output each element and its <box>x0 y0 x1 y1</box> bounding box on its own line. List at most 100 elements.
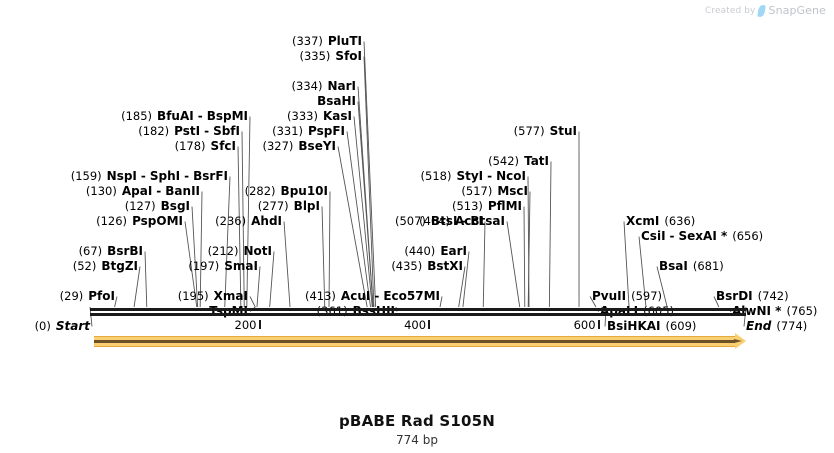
enzyme-name[interactable]: XmaI <box>213 289 248 303</box>
enzyme-site-label[interactable]: (197) SmaI <box>188 260 258 273</box>
enzyme-name[interactable]: BtsaI <box>470 214 505 228</box>
enzyme-site-label[interactable]: (517) MscI <box>461 185 528 198</box>
enzyme-site-label[interactable]: (331) PspFI <box>272 125 345 138</box>
enzyme-site-label[interactable]: (327) BseYI <box>262 140 336 153</box>
enzyme-name[interactable]: BsaHI <box>317 94 356 108</box>
enzyme-site-label[interactable]: (212) NotI <box>208 245 272 258</box>
enzyme-name[interactable]: BsrFI <box>193 169 228 183</box>
enzyme-site-label[interactable]: (277) BlpI <box>258 200 320 213</box>
enzyme-name[interactable]: Bpu10I <box>280 184 328 198</box>
enzyme-separator: - <box>669 229 675 243</box>
enzyme-name[interactable]: BtsI <box>430 214 458 228</box>
enzyme-site-label[interactable]: (236) AhdI <box>215 215 282 228</box>
site-position: (130) <box>85 184 117 198</box>
enzyme-name[interactable]: SmaI <box>224 259 258 273</box>
enzyme-site-label[interactable]: (52) BtgZI <box>73 260 138 273</box>
enzyme-name[interactable]: NarI <box>327 79 356 93</box>
enzyme-name[interactable]: NspI <box>106 169 137 183</box>
enzyme-site-label[interactable]: (126) PspOMI <box>96 215 183 228</box>
enzyme-site-label[interactable]: CsiI - SexAI * (656) <box>641 230 763 243</box>
enzyme-site-label[interactable]: BsaHI <box>317 95 356 108</box>
enzyme-name[interactable]: EarI <box>440 244 467 258</box>
enzyme-name[interactable]: BstXI <box>427 259 463 273</box>
site-leader-line <box>462 251 470 308</box>
enzyme-site-label[interactable]: (130) ApaI - BanII <box>86 185 200 198</box>
enzyme-name[interactable]: BtgZI <box>101 259 138 273</box>
enzyme-site-label[interactable]: End (774) <box>746 320 807 333</box>
enzyme-name[interactable]: SexAI <box>678 229 717 243</box>
enzyme-name[interactable]: PspFI <box>308 124 345 138</box>
enzyme-name[interactable]: BsrBI <box>107 244 143 258</box>
enzyme-name[interactable]: StuI <box>549 124 577 138</box>
enzyme-site-label[interactable]: (185) BfuAI - BspMI <box>121 110 248 123</box>
enzyme-site-label[interactable]: (29) PfoI <box>60 290 115 303</box>
enzyme-name[interactable]: SfoI <box>335 49 362 63</box>
site-leader-line <box>246 116 251 308</box>
enzyme-site-label[interactable]: (182) PstI - SbfI <box>138 125 240 138</box>
enzyme-name[interactable]: SphI <box>149 169 181 183</box>
enzyme-name[interactable]: TatI <box>524 154 549 168</box>
enzyme-name[interactable]: ApaI <box>121 184 153 198</box>
enzyme-name[interactable]: MscI <box>497 184 528 198</box>
enzyme-site-label[interactable]: (413) AcuI - Eco57MI <box>305 290 440 303</box>
enzyme-name[interactable]: PstI <box>174 124 201 138</box>
enzyme-site-label[interactable]: (67) BsrBI <box>79 245 143 258</box>
enzyme-name[interactable]: PvuII <box>592 289 627 303</box>
enzyme-name[interactable]: AcuI <box>340 289 371 303</box>
enzyme-site-label[interactable]: (178) SfcI <box>175 140 236 153</box>
enzyme-name[interactable]: Eco57MI <box>383 289 440 303</box>
enzyme-name[interactable]: PflMI <box>487 199 522 213</box>
enzyme-name[interactable]: BspMI <box>206 109 248 123</box>
enzyme-site-label[interactable]: (440) EarI <box>404 245 467 258</box>
enzyme-name[interactable]: XcmI <box>626 214 660 228</box>
enzyme-name[interactable]: SbfI <box>213 124 240 138</box>
enzyme-name[interactable]: BlpI <box>293 199 320 213</box>
enzyme-site-label[interactable]: (577) StuI <box>514 125 577 138</box>
enzyme-name[interactable]: BsiHKAI <box>607 319 661 333</box>
enzyme-site-label[interactable]: BsrDI (742) <box>716 290 789 303</box>
enzyme-site-label[interactable]: (282) Bpu10I <box>245 185 328 198</box>
enzyme-site-label[interactable]: (333) KasI <box>287 110 352 123</box>
enzyme-name[interactable]: AhdI <box>251 214 282 228</box>
enzyme-name[interactable]: NcoI <box>496 169 526 183</box>
enzyme-site-label[interactable]: (127) BsgI <box>125 200 190 213</box>
enzyme-name[interactable]: PluTI <box>327 34 362 48</box>
enzyme-name[interactable]: KasI <box>322 109 352 123</box>
enzyme-name[interactable]: CsiI <box>641 229 666 243</box>
enzyme-site-label[interactable]: BsaI (681) <box>659 260 724 273</box>
orf-arrowhead-core <box>733 339 742 343</box>
site-position: (464) <box>419 214 451 228</box>
enzyme-site-label[interactable]: XcmI (636) <box>626 215 695 228</box>
enzyme-name[interactable]: StyI <box>456 169 484 183</box>
map-title-block: pBABE Rad S105N 774 bp <box>0 412 834 447</box>
enzyme-site-label[interactable]: (507) BtsI - BtsaI <box>395 215 505 228</box>
enzyme-site-label[interactable]: (0) Start <box>35 320 90 333</box>
enzyme-site-label[interactable]: BsiHKAI (609) <box>607 320 696 333</box>
site-leader-line <box>283 221 291 308</box>
enzyme-site-label[interactable]: (464) AccI <box>419 215 483 228</box>
enzyme-site-label[interactable]: (518) StyI - NcoI <box>421 170 526 183</box>
site-position: (195) <box>177 289 209 303</box>
orf-arrow[interactable] <box>94 333 746 349</box>
enzyme-site-label[interactable]: (435) BstXI <box>391 260 463 273</box>
enzyme-site-label[interactable]: (513) PflMI <box>452 200 522 213</box>
enzyme-site-label[interactable]: PvuII (597) <box>592 290 662 303</box>
site-leader-line <box>363 41 377 308</box>
enzyme-site-label[interactable]: (337) PluTI <box>292 35 362 48</box>
enzyme-site-label[interactable]: (334) NarI <box>292 80 356 93</box>
enzyme-name[interactable]: PfoI <box>88 289 115 303</box>
enzyme-name[interactable]: BsgI <box>160 199 190 213</box>
enzyme-name[interactable]: SfcI <box>210 139 236 153</box>
enzyme-name[interactable]: PspOMI <box>132 214 183 228</box>
enzyme-name[interactable]: BfuAI <box>157 109 194 123</box>
enzyme-name[interactable]: AccI <box>455 214 483 228</box>
enzyme-name[interactable]: BsrDI <box>716 289 753 303</box>
enzyme-site-label[interactable]: (159) NspI - SphI - BsrFI <box>71 170 228 183</box>
enzyme-name[interactable]: BseYI <box>298 139 336 153</box>
enzyme-name[interactable]: BanII <box>165 184 200 198</box>
enzyme-site-label[interactable]: (195) XmaI <box>178 290 248 303</box>
enzyme-name[interactable]: NotI <box>243 244 273 258</box>
enzyme-name[interactable]: BsaI <box>659 259 688 273</box>
enzyme-site-label[interactable]: (542) TatI <box>488 155 549 168</box>
enzyme-site-label[interactable]: (335) SfoI <box>299 50 362 63</box>
